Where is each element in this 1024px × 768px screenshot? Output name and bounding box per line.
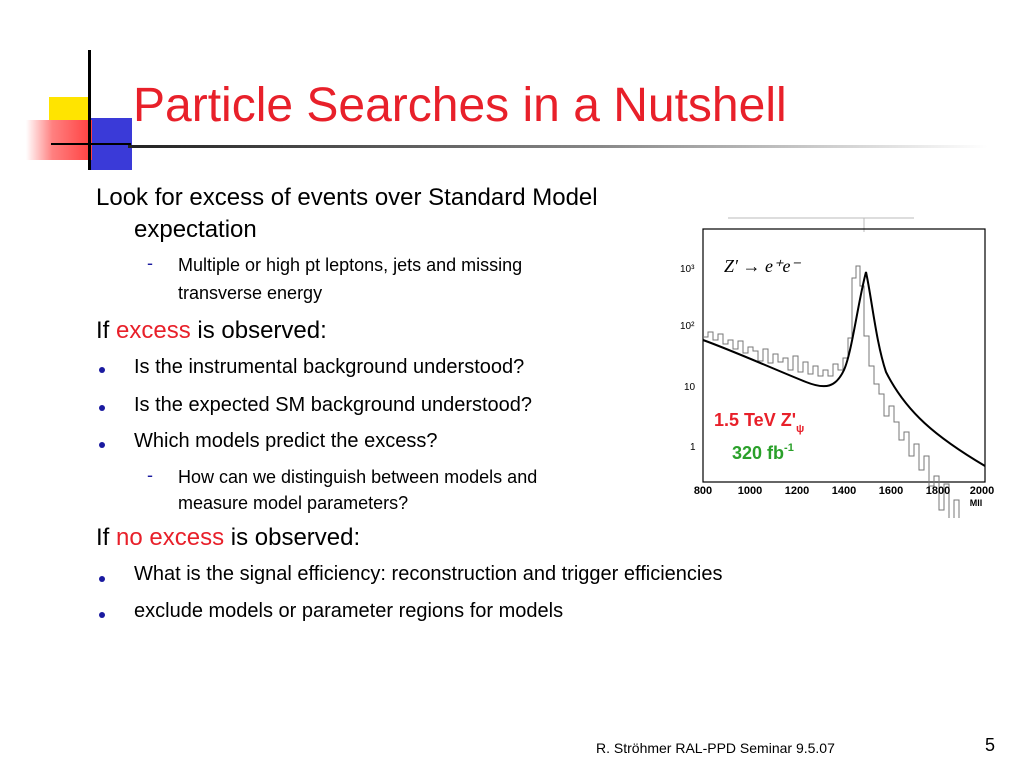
histogram: [703, 265, 960, 518]
bullet-dot: [99, 367, 105, 373]
signal-label-subscript: ψ: [796, 423, 804, 435]
signal-label: 1.5 TeV Z'ψ: [714, 410, 804, 435]
sub-bullet-line: measure model parameters?: [178, 493, 409, 513]
page-number: 5: [985, 735, 996, 755]
process-label: Z′ → e⁺e⁻: [724, 256, 801, 276]
heading-suffix: is observed:: [224, 524, 361, 551]
body-heading: If excess is observed:: [96, 317, 327, 345]
lumi-label-superscript: -1: [784, 442, 794, 454]
heading-prefix: If: [96, 524, 117, 551]
bullet-text: Is the instrumental background understoo…: [134, 356, 525, 378]
x-tick-label: 2000: [970, 485, 994, 497]
lumi-label-main: 320 fb: [732, 443, 784, 463]
bullet-dot: [99, 612, 105, 618]
slide-title: Particle Searches in a Nutshell: [133, 79, 787, 132]
title-underline: [128, 145, 988, 148]
footer-text: R. Ströhmer RAL-PPD Seminar 9.5.07: [596, 740, 835, 756]
signal-label-main: 1.5 TeV Z': [714, 410, 796, 430]
highlight-text: no excess: [116, 524, 225, 551]
bullet-text: Is the expected SM background understood…: [134, 394, 533, 416]
lumi-label: 320 fb-1: [732, 442, 794, 463]
x-tick-label: 1400: [832, 485, 856, 497]
x-axis-label: Mll: [970, 498, 983, 508]
sub-bullet-line: transverse energy: [178, 283, 323, 303]
y-tick-label: 10²: [680, 321, 695, 332]
y-tick-label: 10³: [680, 264, 695, 275]
y-tick-label: 10: [684, 382, 696, 393]
x-tick-label: 1200: [785, 485, 809, 497]
invariant-mass-plot-image: 10³ 10² 10 1 800 1000 1200 1400 1600 180…: [676, 212, 996, 518]
vertical-line: [88, 50, 91, 170]
horizontal-line-left: [51, 143, 131, 145]
y-tick-label: 1: [690, 442, 696, 453]
fit-curve: [702, 271, 986, 467]
bullet-text: Which models predict the excess?: [134, 430, 438, 452]
sub-bullet-line: How can we distinguish between models an…: [178, 467, 538, 487]
sub-bullet-line: Multiple or high pt leptons, jets and mi…: [178, 255, 523, 275]
body-heading: If no excess is observed:: [96, 524, 360, 552]
body-line: expectation: [134, 216, 257, 243]
bullet-dot: [99, 405, 105, 411]
plot-frame: [702, 228, 986, 483]
red-square: [26, 120, 92, 160]
x-tick-label: 800: [694, 485, 712, 497]
x-tick-label: 1000: [738, 485, 762, 497]
highlight-text: excess: [116, 317, 191, 344]
bullet-dot: [99, 576, 105, 582]
heading-suffix: is observed:: [190, 317, 327, 344]
bullet-text: What is the signal efficiency: reconstru…: [134, 563, 723, 585]
heading-prefix: If: [96, 317, 117, 344]
bullet-text: exclude models or parameter regions for …: [134, 600, 564, 622]
x-tick-label: 1600: [879, 485, 903, 497]
x-tick-label: 1800: [926, 485, 950, 497]
corner-decoration: [0, 0, 140, 180]
dash-bullet: -: [147, 465, 153, 485]
body-line: Look for excess of events over Standard …: [96, 184, 598, 211]
dash-bullet: -: [147, 253, 153, 273]
bullet-dot: [99, 442, 105, 448]
